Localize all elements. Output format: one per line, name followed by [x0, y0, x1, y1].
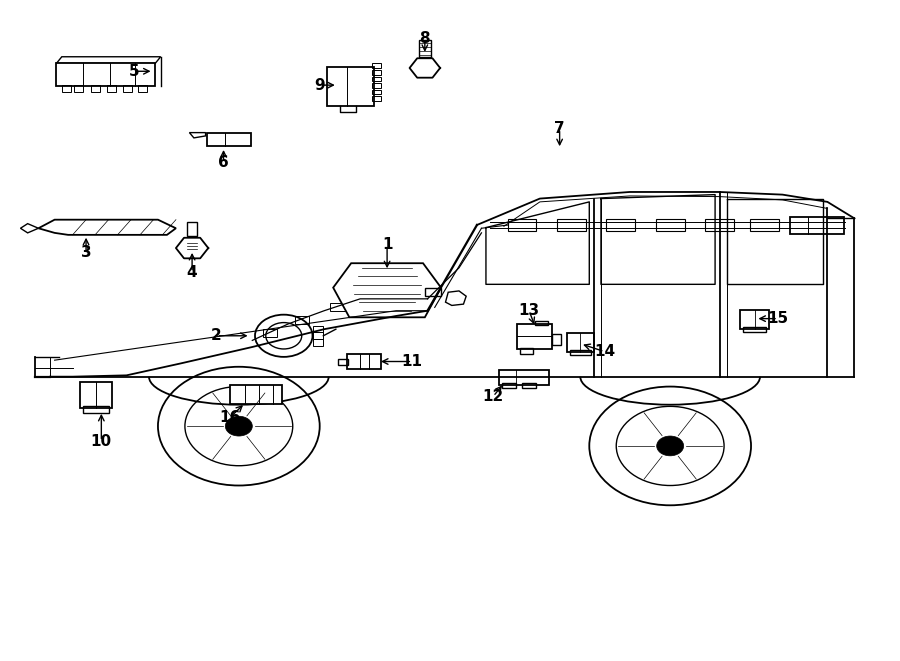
- Bar: [330, 303, 345, 311]
- Bar: [425, 288, 441, 296]
- Bar: [536, 321, 548, 325]
- Bar: [742, 327, 766, 332]
- Text: 11: 11: [401, 354, 423, 369]
- Bar: [186, 221, 197, 236]
- Text: 8: 8: [419, 32, 430, 46]
- Bar: [80, 382, 112, 408]
- Bar: [372, 83, 381, 88]
- Text: 2: 2: [211, 329, 221, 343]
- Bar: [75, 85, 84, 92]
- Text: 12: 12: [482, 389, 504, 404]
- Bar: [522, 383, 536, 388]
- Bar: [570, 350, 591, 355]
- Bar: [418, 40, 431, 57]
- Text: 7: 7: [554, 121, 565, 136]
- Bar: [312, 326, 323, 332]
- Circle shape: [657, 436, 684, 456]
- Bar: [520, 348, 533, 354]
- Bar: [84, 407, 109, 413]
- Bar: [123, 85, 132, 92]
- Bar: [607, 219, 635, 231]
- Bar: [750, 219, 778, 231]
- Polygon shape: [39, 219, 176, 235]
- Bar: [372, 77, 381, 81]
- Bar: [62, 85, 71, 92]
- Bar: [327, 67, 374, 106]
- Polygon shape: [57, 57, 160, 63]
- Bar: [706, 219, 734, 231]
- Text: 16: 16: [220, 410, 240, 425]
- Bar: [346, 354, 381, 369]
- Bar: [372, 90, 381, 95]
- Bar: [552, 334, 561, 345]
- Bar: [230, 385, 282, 405]
- Bar: [294, 316, 309, 324]
- Text: 10: 10: [91, 434, 112, 449]
- Text: 15: 15: [768, 311, 788, 326]
- Bar: [372, 97, 381, 101]
- Bar: [500, 370, 549, 385]
- Polygon shape: [189, 133, 205, 138]
- Bar: [557, 219, 586, 231]
- Bar: [91, 85, 100, 92]
- Text: 3: 3: [81, 245, 92, 260]
- Bar: [338, 359, 348, 366]
- Bar: [502, 383, 517, 388]
- Bar: [139, 85, 148, 92]
- Text: 9: 9: [314, 77, 325, 93]
- Bar: [57, 63, 156, 87]
- Bar: [508, 219, 536, 231]
- Bar: [312, 332, 323, 339]
- Bar: [789, 217, 843, 234]
- Polygon shape: [21, 223, 39, 233]
- Polygon shape: [446, 291, 466, 305]
- Circle shape: [225, 416, 252, 436]
- Bar: [656, 219, 685, 231]
- Text: 5: 5: [129, 63, 139, 79]
- Text: 14: 14: [594, 344, 615, 359]
- Polygon shape: [333, 263, 441, 317]
- Text: 6: 6: [218, 155, 229, 170]
- Bar: [372, 63, 381, 68]
- Bar: [263, 329, 277, 337]
- Bar: [372, 70, 381, 75]
- Bar: [371, 295, 385, 303]
- Bar: [207, 133, 250, 146]
- Text: 4: 4: [187, 265, 197, 280]
- Bar: [567, 333, 594, 352]
- Text: 13: 13: [518, 303, 540, 318]
- Bar: [741, 310, 769, 329]
- Bar: [518, 324, 552, 349]
- Bar: [107, 85, 116, 92]
- Text: 1: 1: [382, 237, 392, 253]
- Bar: [312, 339, 323, 346]
